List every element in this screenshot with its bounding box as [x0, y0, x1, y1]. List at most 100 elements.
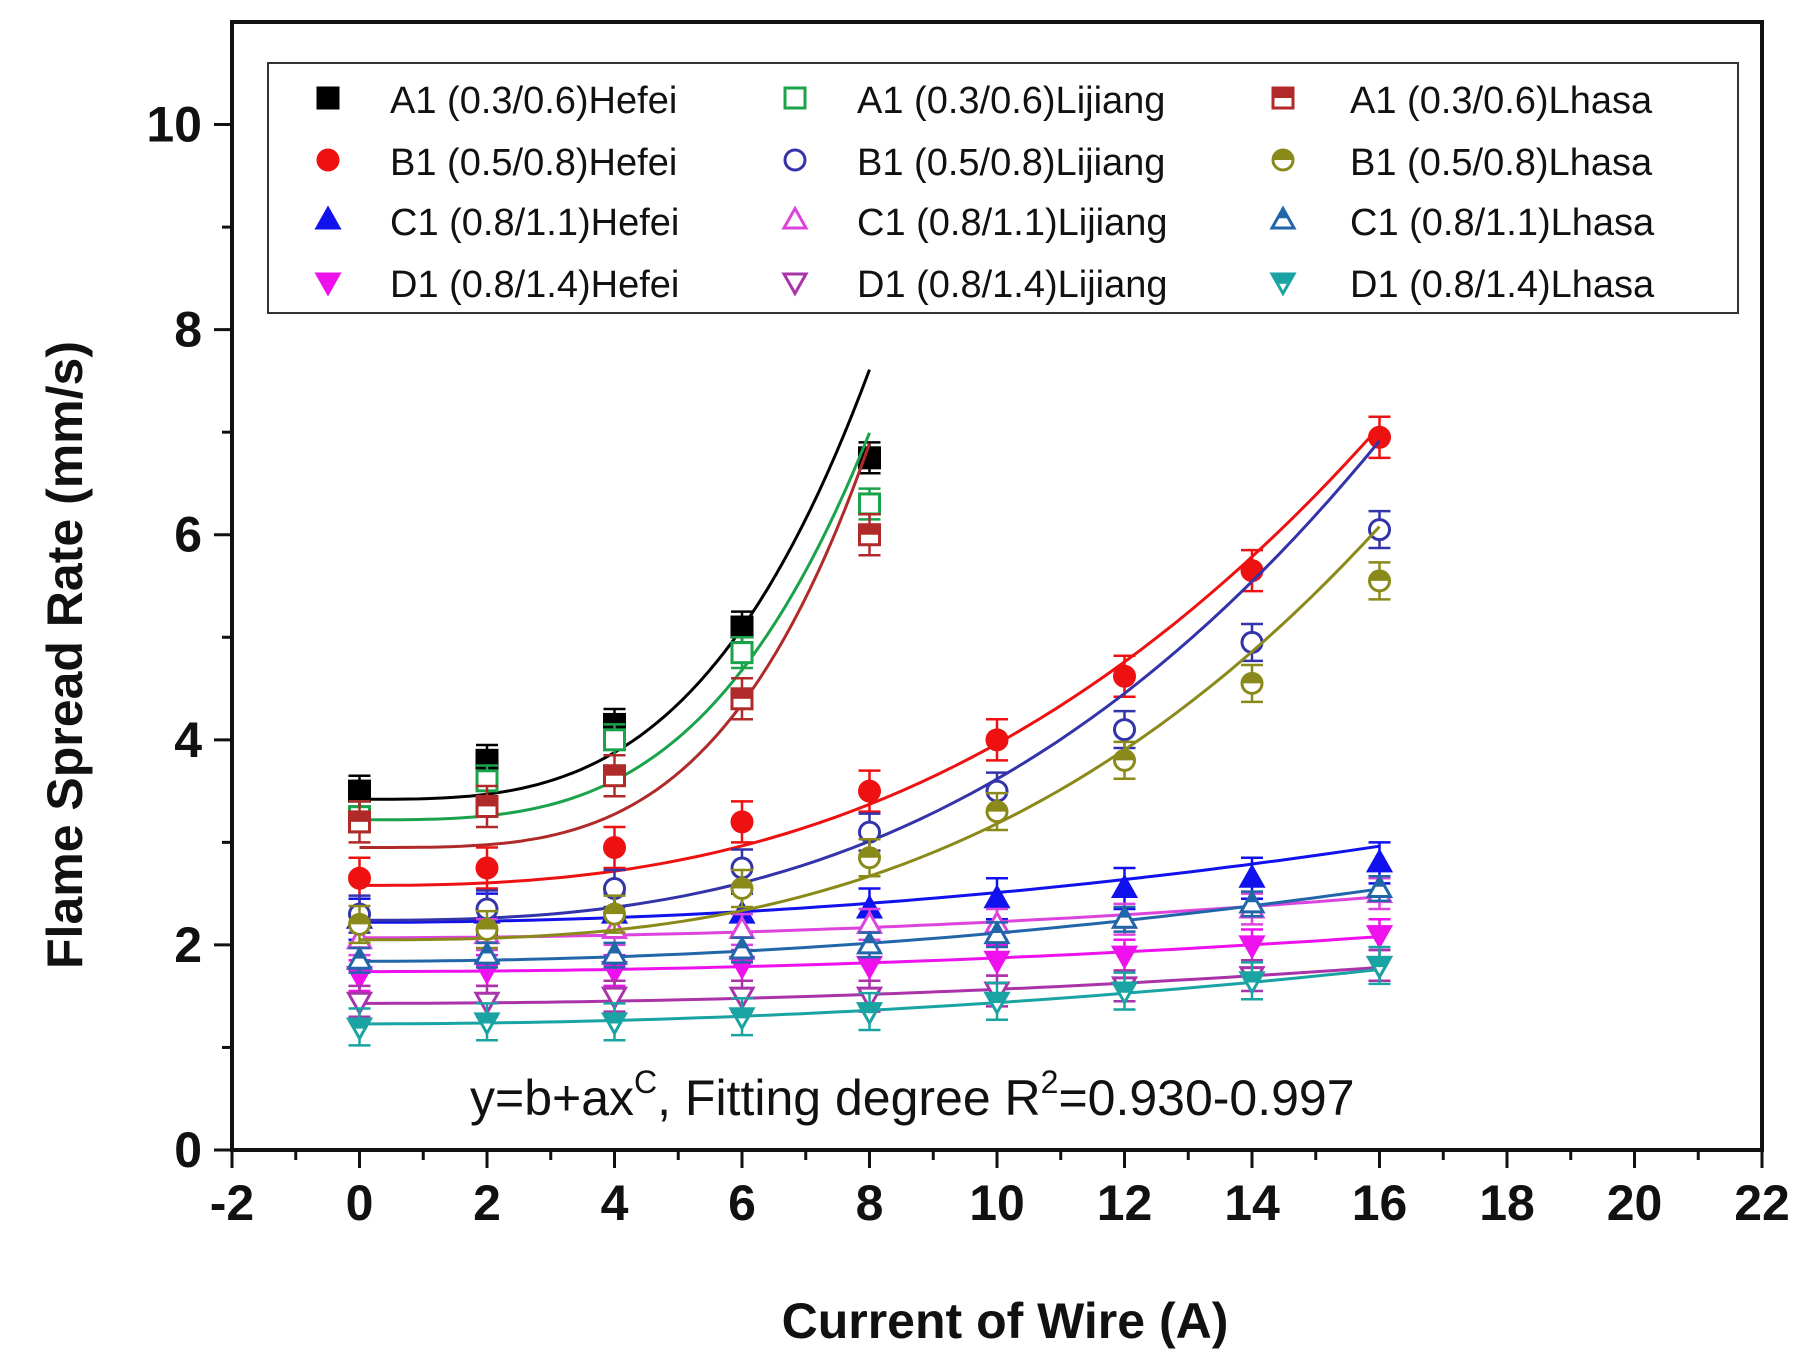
data-point-fill [1119, 907, 1130, 918]
data-point [1238, 863, 1266, 888]
legend-label: C1 (0.8/1.1)Lhasa [1350, 202, 1655, 244]
data-point-fill [354, 948, 365, 959]
data-point-fill [604, 765, 625, 776]
data-point [603, 835, 626, 859]
legend-entry: A1 (0.3/0.6)Hefei [316, 80, 677, 122]
legend-marker-fill [1272, 274, 1294, 284]
legend-label: D1 (0.8/1.4)Lijiang [857, 264, 1168, 306]
legend-entry: D1 (0.8/1.4)Lijiang [781, 264, 1168, 306]
data-point [985, 728, 1009, 752]
x-tick-label: 12 [1097, 1175, 1153, 1231]
data-point-fill [349, 811, 370, 822]
data-point [600, 986, 629, 1011]
data-point-fill [859, 847, 880, 858]
data-point-fill [603, 1013, 626, 1024]
y-tick-label: 4 [174, 712, 202, 768]
data-point-fill [859, 524, 880, 535]
data-point [730, 810, 754, 834]
data-point-fill [1368, 957, 1391, 968]
data-point-fill [348, 1018, 371, 1029]
legend-label: D1 (0.8/1.4)Lhasa [1350, 264, 1655, 306]
x-tick-label: 22 [1734, 1175, 1790, 1231]
data-point-fill [1246, 892, 1258, 903]
legend-label: B1 (0.5/0.8)Lijiang [857, 142, 1165, 184]
y-tick-label: 10 [146, 97, 202, 153]
data-point [348, 779, 371, 803]
x-tick-label: -2 [210, 1175, 254, 1231]
x-tick-label: 14 [1224, 1175, 1280, 1231]
legend-entry: B1 (0.5/0.8)Hefei [316, 142, 677, 184]
legend-marker-fill [1273, 150, 1293, 160]
data-point-fill [1374, 877, 1385, 887]
legend-marker [781, 205, 809, 230]
data-point [1110, 873, 1139, 899]
data-point [1365, 848, 1394, 873]
legend-entry: C1 (0.8/1.1)Lijiang [781, 202, 1168, 244]
data-point [1110, 945, 1139, 970]
data-point [1240, 559, 1264, 583]
data-point [1368, 425, 1391, 449]
series-12 [345, 945, 1394, 1047]
y-tick-label: 0 [174, 1122, 202, 1178]
data-point-fill [476, 1013, 498, 1024]
data-point-fill [609, 943, 620, 954]
legend-label: C1 (0.8/1.1)Hefei [390, 202, 679, 244]
y-tick-label: 6 [174, 507, 202, 563]
data-point-fill [477, 919, 497, 930]
legend-marker [314, 272, 342, 297]
legend-entry: C1 (0.8/1.1)Hefei [314, 202, 679, 244]
data-point-fill [477, 796, 497, 807]
data-point [1365, 925, 1394, 950]
legend-label: A1 (0.3/0.6)Lhasa [1350, 80, 1653, 122]
y-tick-label: 2 [174, 917, 202, 973]
series-9 [348, 442, 881, 849]
data-point [475, 856, 499, 880]
legend-entry: D1 (0.8/1.4)Hefei [314, 264, 679, 306]
legend: A1 (0.3/0.6)Hefei B1 (0.5/0.8)Hefei C1 (0.… [267, 62, 1739, 314]
x-tick-label: 4 [601, 1175, 629, 1231]
data-point-fill [1113, 983, 1136, 993]
fit-annotation-middle: , Fitting degree R [657, 1070, 1041, 1126]
legend-marker [314, 205, 342, 230]
plot-area [345, 369, 1394, 1047]
data-point [1238, 935, 1266, 960]
data-point-fill [987, 801, 1007, 812]
legend-marker-fill [1273, 88, 1293, 98]
data-point [1368, 518, 1391, 542]
data-point [603, 728, 626, 752]
legend-entry: A1 (0.3/0.6)Lijiang [783, 80, 1165, 122]
legend-marker [316, 86, 340, 110]
legend-entry: A1 (0.3/0.6)Lhasa [1271, 80, 1653, 122]
legend-marker-fill [1277, 208, 1289, 219]
legend-marker [783, 86, 807, 110]
data-point-fill [864, 933, 875, 944]
series-11 [345, 873, 1394, 974]
data-point [858, 779, 881, 803]
data-point-fill [1369, 570, 1390, 581]
data-point [730, 615, 754, 639]
fit-annotation-sup-c: C [634, 1064, 657, 1100]
legend-box [267, 62, 1739, 314]
data-point-fill [349, 914, 370, 925]
data-point-fill [732, 878, 752, 889]
legend-label: B1 (0.5/0.8)Hefei [390, 142, 677, 184]
y-tick-label: 8 [174, 302, 202, 358]
x-tick-label: 2 [473, 1175, 501, 1231]
x-tick-label: 10 [969, 1175, 1025, 1231]
data-point [1113, 664, 1136, 688]
x-tick-label: 8 [856, 1175, 884, 1231]
data-point [730, 641, 754, 665]
x-tick-label: 16 [1352, 1175, 1408, 1231]
data-point [348, 866, 371, 890]
legend-entry: D1 (0.8/1.4)Lhasa [1269, 264, 1655, 306]
data-point-fill [986, 993, 1008, 1004]
data-point [345, 991, 374, 1016]
x-tick-label: 20 [1607, 1175, 1663, 1231]
data-point-fill [481, 943, 493, 954]
legend-entry: B1 (0.5/0.8)Lijiang [783, 142, 1165, 184]
legend-label: C1 (0.8/1.1)Lijiang [857, 202, 1168, 244]
x-tick-label: 6 [728, 1175, 756, 1231]
fit-annotation-sup-2: 2 [1041, 1064, 1059, 1100]
data-point [1113, 718, 1136, 742]
